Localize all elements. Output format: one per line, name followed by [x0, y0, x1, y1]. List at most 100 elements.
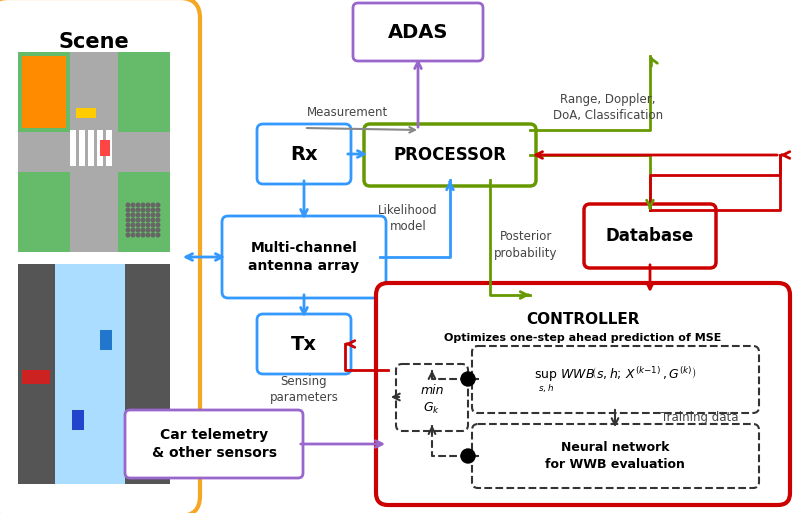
Bar — [18, 132, 170, 172]
Bar — [70, 130, 76, 166]
FancyBboxPatch shape — [472, 424, 759, 488]
FancyBboxPatch shape — [125, 410, 303, 478]
Circle shape — [136, 213, 140, 217]
Bar — [97, 130, 103, 166]
Circle shape — [136, 223, 140, 227]
FancyBboxPatch shape — [257, 124, 351, 184]
Text: Likelihood
model: Likelihood model — [378, 204, 438, 232]
Circle shape — [156, 228, 160, 232]
FancyBboxPatch shape — [472, 346, 759, 413]
Text: Sensing
parameters: Sensing parameters — [269, 376, 339, 404]
Circle shape — [146, 223, 149, 227]
Bar — [106, 130, 112, 166]
Bar — [88, 130, 94, 166]
Bar — [83, 375, 89, 405]
Circle shape — [126, 223, 129, 227]
Circle shape — [151, 203, 155, 207]
FancyBboxPatch shape — [376, 283, 790, 505]
Bar — [18, 172, 70, 252]
FancyBboxPatch shape — [257, 314, 351, 374]
Circle shape — [156, 218, 160, 222]
Bar — [22, 370, 50, 384]
Bar — [79, 130, 85, 166]
Bar — [18, 52, 70, 132]
Text: Optimizes one-step ahead prediction of MSE: Optimizes one-step ahead prediction of M… — [444, 333, 721, 343]
Circle shape — [156, 208, 160, 212]
Bar — [22, 56, 66, 128]
Text: PROCESSOR: PROCESSOR — [393, 146, 507, 164]
Circle shape — [146, 213, 149, 217]
Bar — [55, 264, 125, 484]
Circle shape — [131, 213, 135, 217]
Circle shape — [141, 218, 145, 222]
Circle shape — [461, 372, 475, 386]
Circle shape — [146, 218, 149, 222]
Circle shape — [131, 203, 135, 207]
Bar — [72, 410, 84, 430]
Text: ADAS: ADAS — [388, 23, 448, 42]
Circle shape — [136, 228, 140, 232]
FancyBboxPatch shape — [364, 124, 536, 186]
Circle shape — [151, 208, 155, 212]
Circle shape — [136, 208, 140, 212]
Text: Range, Doppler,
DoA, Classification: Range, Doppler, DoA, Classification — [553, 93, 663, 123]
Circle shape — [156, 233, 160, 237]
Bar — [118, 172, 170, 252]
Bar — [76, 108, 96, 118]
Circle shape — [126, 228, 129, 232]
FancyBboxPatch shape — [0, 0, 200, 513]
Text: $\sup_{s,h}\ WWB\!\left(s,h;\,X^{(k-1)},G^{(k)}\right)$: $\sup_{s,h}\ WWB\!\left(s,h;\,X^{(k-1)},… — [534, 365, 696, 395]
Text: Car telemetry
& other sensors: Car telemetry & other sensors — [152, 428, 276, 460]
Circle shape — [156, 203, 160, 207]
Circle shape — [141, 223, 145, 227]
Circle shape — [131, 233, 135, 237]
Circle shape — [146, 208, 149, 212]
Circle shape — [131, 218, 135, 222]
Circle shape — [136, 203, 140, 207]
Circle shape — [126, 208, 129, 212]
FancyBboxPatch shape — [222, 216, 386, 298]
Bar — [83, 275, 89, 305]
Circle shape — [126, 203, 129, 207]
Bar — [55, 264, 125, 484]
Bar — [100, 330, 112, 350]
Circle shape — [461, 449, 475, 463]
Circle shape — [126, 233, 129, 237]
Text: Training data: Training data — [662, 411, 739, 424]
Bar — [100, 140, 110, 156]
Circle shape — [141, 203, 145, 207]
FancyBboxPatch shape — [584, 204, 716, 268]
Circle shape — [151, 218, 155, 222]
Circle shape — [131, 223, 135, 227]
Text: $G_k$: $G_k$ — [423, 401, 440, 416]
Text: Tx: Tx — [291, 334, 317, 353]
Text: Neural network
for WWB evaluation: Neural network for WWB evaluation — [545, 441, 685, 471]
Circle shape — [146, 233, 149, 237]
Text: Rx: Rx — [290, 145, 318, 164]
Circle shape — [156, 213, 160, 217]
Bar — [18, 264, 170, 484]
Circle shape — [151, 233, 155, 237]
Circle shape — [146, 203, 149, 207]
Circle shape — [141, 208, 145, 212]
Circle shape — [151, 213, 155, 217]
Text: Measurement: Measurement — [308, 106, 388, 119]
Bar — [70, 52, 118, 252]
Bar — [83, 325, 89, 355]
Circle shape — [141, 233, 145, 237]
Circle shape — [136, 233, 140, 237]
Circle shape — [136, 218, 140, 222]
Text: Multi-channel
antenna array: Multi-channel antenna array — [248, 241, 360, 273]
Circle shape — [141, 228, 145, 232]
FancyBboxPatch shape — [353, 3, 483, 61]
Bar — [18, 52, 170, 252]
Text: min: min — [420, 384, 443, 397]
Circle shape — [131, 208, 135, 212]
Circle shape — [126, 213, 129, 217]
Circle shape — [126, 218, 129, 222]
Circle shape — [151, 223, 155, 227]
Bar — [83, 425, 89, 455]
Text: Posterior
probability: Posterior probability — [495, 230, 558, 260]
Circle shape — [131, 228, 135, 232]
Circle shape — [156, 223, 160, 227]
